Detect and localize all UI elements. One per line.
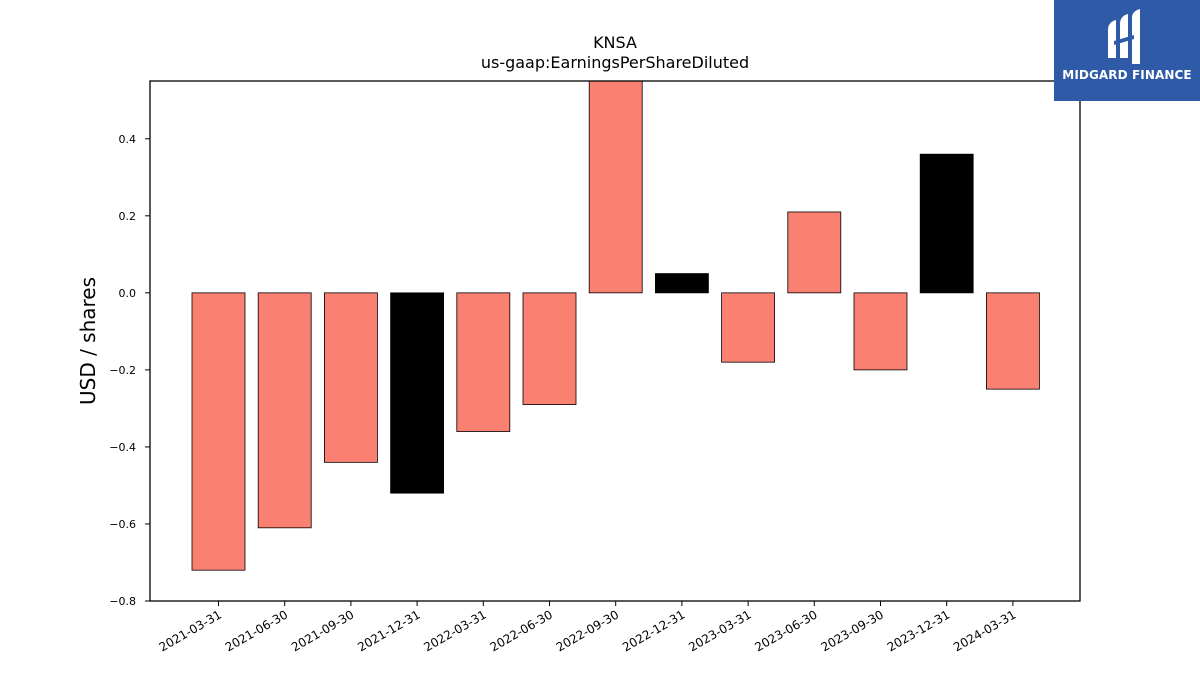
x-tick-label: 2022-09-30 xyxy=(554,607,621,654)
x-tick-label: 2023-12-31 xyxy=(885,607,952,654)
bar-2022-03-31 xyxy=(456,292,511,432)
bar-2023-03-31 xyxy=(721,292,775,363)
bar-2023-12-31 xyxy=(919,153,974,294)
bar-2022-09-30 xyxy=(588,80,643,294)
logo-text: MIDGARD FINANCE xyxy=(1062,68,1192,82)
x-tick-label: 2023-09-30 xyxy=(819,607,886,654)
bar-2021-12-31 xyxy=(390,292,445,494)
x-axis-ticks: 2021-03-312021-06-302021-09-302021-12-31… xyxy=(157,601,1018,654)
midgard-finance-logo: MIDGARD FINANCE xyxy=(1054,0,1200,101)
y-tick-label: −0.6 xyxy=(109,518,136,531)
y-tick-label: −0.4 xyxy=(109,441,136,454)
y-tick-label: −0.2 xyxy=(109,364,136,377)
x-tick-label: 2021-03-31 xyxy=(157,607,224,654)
x-tick-label: 2022-12-31 xyxy=(620,607,687,654)
chart-title: KNSA xyxy=(593,33,637,52)
y-axis-label: USD / shares xyxy=(76,277,100,405)
x-tick-label: 2023-06-30 xyxy=(752,607,819,654)
bar-2021-09-30 xyxy=(323,292,378,463)
bar-2021-03-31 xyxy=(191,292,246,571)
x-tick-label: 2021-12-31 xyxy=(355,607,422,654)
bar-2023-09-30 xyxy=(853,292,908,371)
x-tick-label: 2023-03-31 xyxy=(686,607,753,654)
y-axis-ticks: −0.8 −0.6 −0.4 −0.2 0.0 0.2 0.4 xyxy=(109,133,150,608)
chart-subtitle: us-gaap:EarningsPerShareDiluted xyxy=(481,53,749,72)
y-tick-label: 0.0 xyxy=(119,287,137,300)
x-tick-label: 2024-03-31 xyxy=(951,607,1018,654)
bar-2023-06-30 xyxy=(787,211,842,294)
bar-2024-03-31 xyxy=(986,292,1040,390)
x-tick-label: 2022-06-30 xyxy=(488,607,555,654)
y-tick-label: 0.2 xyxy=(119,210,137,223)
bar-2022-06-30 xyxy=(522,292,577,405)
x-tick-label: 2022-03-31 xyxy=(421,607,488,654)
midgard-finance-logo-icon xyxy=(1108,9,1140,64)
bar-2021-06-30 xyxy=(257,292,312,529)
x-tick-label: 2021-09-30 xyxy=(289,607,356,654)
x-tick-label: 2021-06-30 xyxy=(223,607,290,654)
plot-frame xyxy=(149,80,1081,602)
y-tick-label: 0.4 xyxy=(119,133,137,146)
bars-layer xyxy=(191,80,1040,571)
y-tick-label: −0.8 xyxy=(109,595,136,608)
bar-2022-12-31 xyxy=(655,273,709,294)
